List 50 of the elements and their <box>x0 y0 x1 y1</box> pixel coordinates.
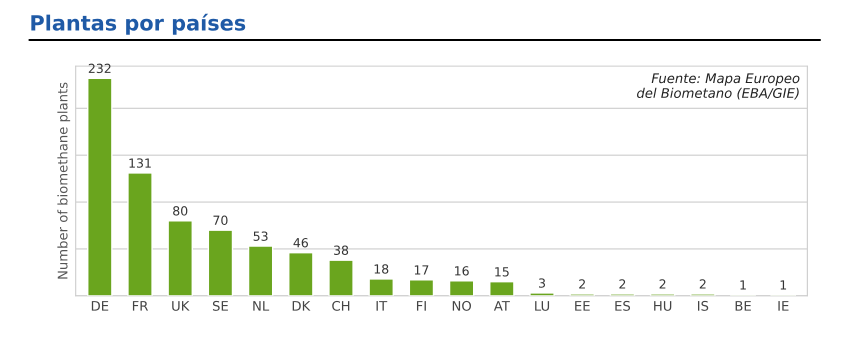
bar <box>368 278 394 296</box>
bar <box>328 259 354 296</box>
bar <box>408 279 434 296</box>
data-label: 1 <box>780 280 786 290</box>
annotation: Fuente: Mapa Europeo del Biometano (EBA/GIE) <box>637 73 800 100</box>
data-label: 3 <box>539 278 546 288</box>
data-label: 70 <box>213 216 228 225</box>
x-tick-label: LU <box>535 301 550 311</box>
data-label: 15 <box>495 267 509 277</box>
data-label: 80 <box>173 206 188 216</box>
x-tick-label: DK <box>292 301 310 311</box>
x-tick-label: CH <box>332 300 350 311</box>
bar <box>288 252 314 296</box>
bar <box>167 220 193 296</box>
bar <box>448 280 474 296</box>
x-tick-label: NL <box>253 301 270 311</box>
y-axis-title: Number of biomethane plants <box>57 82 70 279</box>
x-tick-label: EE <box>575 301 590 311</box>
data-label: 18 <box>374 264 388 274</box>
data-label: 46 <box>293 238 308 248</box>
x-tick-label: NO <box>452 300 472 311</box>
x-tick-label: IS <box>698 300 708 311</box>
x-tick-label: ES <box>615 300 630 311</box>
x-tick-label: UK <box>172 301 190 311</box>
data-label: 17 <box>414 265 428 274</box>
data-label: 131 <box>129 158 151 168</box>
data-label: 16 <box>455 266 469 276</box>
bar <box>87 78 113 296</box>
bar <box>489 281 515 296</box>
x-tick-label: FI <box>416 301 426 311</box>
x-tick-label: FR <box>132 301 148 311</box>
x-tick-label: SE <box>212 300 228 311</box>
x-tick-label: IE <box>778 301 789 311</box>
data-label: 2 <box>700 279 706 289</box>
data-label: 53 <box>254 231 268 241</box>
x-tick-label: BE <box>736 301 751 311</box>
bar <box>127 172 153 296</box>
x-tick-label: HU <box>654 301 672 311</box>
data-label: 38 <box>334 246 348 255</box>
chart-title: Plantas por países <box>31 14 246 35</box>
x-tick-label: DE <box>92 301 108 311</box>
data-label: 232 <box>88 64 110 74</box>
data-label: 2 <box>619 279 626 289</box>
data-label: 2 <box>579 279 585 289</box>
x-tick-label: IT <box>376 301 388 311</box>
data-label: 2 <box>660 279 666 289</box>
data-label: 1 <box>740 280 746 290</box>
x-tick-label: AT <box>494 301 510 311</box>
bar <box>208 229 234 296</box>
bar <box>248 245 274 296</box>
